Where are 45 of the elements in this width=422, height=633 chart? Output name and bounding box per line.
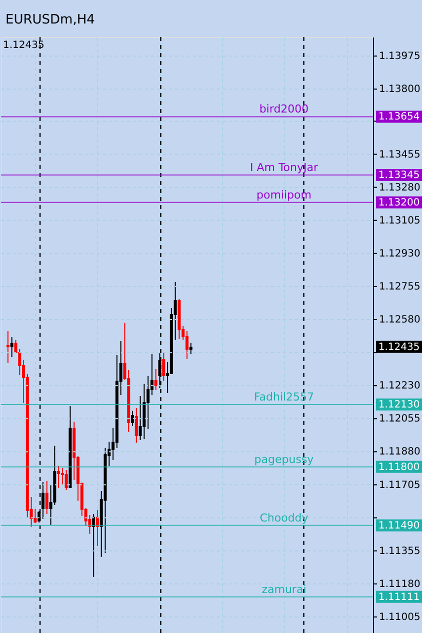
candlestick [6,330,10,364]
ref-line-label: pomiipom [256,188,312,202]
y-tick-label: 1.12055 [379,414,420,425]
y-tick-label: 1.13455 [379,149,420,160]
text: 1.12435 [378,342,420,353]
y-tick-label: 1.11880 [379,446,420,458]
y-tick-label: 1.11705 [379,480,420,491]
candlestick [10,336,14,358]
text: 1.13200 [378,197,420,208]
candlestick [154,368,158,390]
candlestick [162,351,166,382]
ref-line-label: bird2000 [259,102,309,116]
y-tick-label: 1.12580 [379,314,420,326]
ref-line-label: Chooddy [260,511,309,524]
candlestick [131,410,134,427]
y-tick-label: 1.13280 [379,182,420,194]
candlestick [186,330,188,360]
y-tick-label: 1.11005 [379,612,420,623]
text: 1.11800 [378,462,420,473]
candlestick [57,465,60,488]
y-tick-label: 1.12755 [379,281,420,292]
ref-line-label: I Am TonyJar [250,161,318,174]
ref-line-label: zamurai [262,582,306,596]
candlestick [134,408,138,444]
candlestick [45,480,48,515]
chart-title: EURUSDm,H4 [6,12,95,28]
ref-line-label: Fadhil2557 [254,390,314,404]
y-tick-label: 1.12930 [379,248,420,260]
text: 1.12130 [378,399,420,410]
text: 1.11490 [378,520,420,532]
y-tick-label: 1.13975 [379,51,420,62]
text: 1.11111 [378,592,420,603]
ref-line-label: pagepussy [254,452,314,466]
text: 1.13345 [378,170,420,182]
y-tick-label: 1.11180 [379,578,420,590]
candlestick [189,342,192,355]
candlestick [64,470,68,491]
y-tick-label: 1.13800 [379,84,420,96]
candlestick [60,467,64,486]
annotation: 1.12435 [3,40,44,51]
y-tick-label: 1.13105 [379,215,420,226]
candlestick [146,375,150,430]
y-tick-label: 1.11355 [379,546,420,557]
y-tick-label: 1.12230 [379,380,420,392]
text: 1.13654 [378,112,420,123]
